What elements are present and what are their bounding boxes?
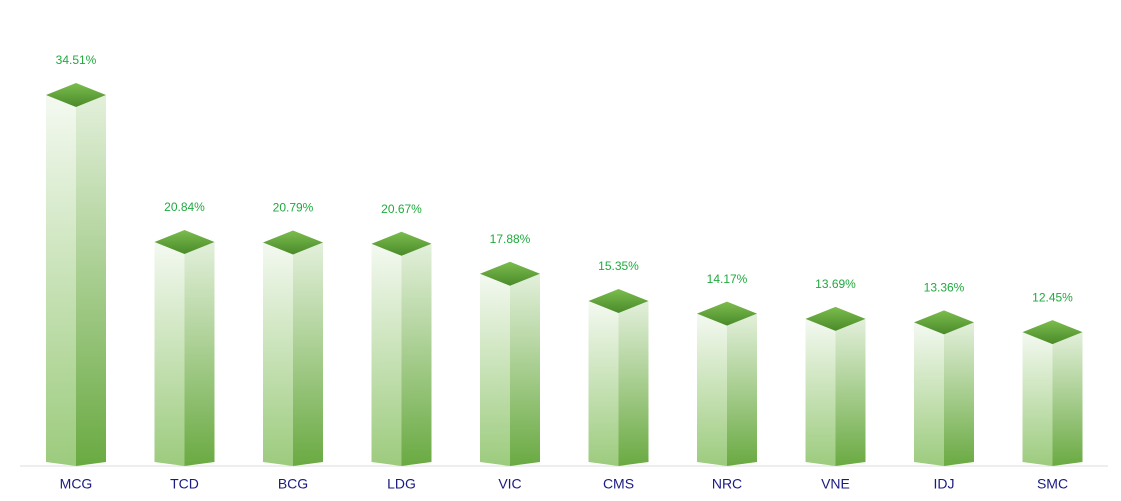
bar-right-face xyxy=(835,318,866,466)
value-label: 17.88% xyxy=(490,232,531,246)
bar xyxy=(46,83,106,466)
bar xyxy=(154,229,215,466)
value-label: 12.45% xyxy=(1032,290,1073,304)
value-label: 13.36% xyxy=(924,281,965,295)
x-tick-label: MCG xyxy=(60,476,93,492)
bar-right-face xyxy=(618,300,649,466)
bar-top xyxy=(263,230,323,255)
bar-left-face xyxy=(1022,332,1053,466)
x-tick-label: CMS xyxy=(603,476,634,492)
bar-top xyxy=(46,83,106,107)
bar xyxy=(371,231,432,466)
bar-top xyxy=(914,310,974,335)
bar-right-face xyxy=(510,273,540,466)
value-label: 20.79% xyxy=(273,201,314,215)
value-label: 20.67% xyxy=(381,202,422,216)
bar-top xyxy=(371,231,432,256)
x-tick-label: VIC xyxy=(498,476,521,492)
bar-right-face xyxy=(76,95,106,466)
value-label: 20.84% xyxy=(164,200,205,214)
x-tick-label: VNE xyxy=(821,476,850,492)
bar-top xyxy=(805,306,866,331)
value-label: 14.17% xyxy=(707,272,748,286)
bar-right-face xyxy=(293,242,323,466)
x-tick-label: SMC xyxy=(1037,476,1068,492)
bar-top xyxy=(154,229,215,254)
bar-top xyxy=(588,288,649,313)
x-tick-label: BCG xyxy=(278,476,308,492)
bar-left-face xyxy=(263,242,293,466)
value-label: 13.69% xyxy=(815,277,856,291)
value-label: 34.51% xyxy=(56,53,97,67)
bar xyxy=(1022,320,1083,466)
bar-right-face xyxy=(727,313,757,466)
bar-left-face xyxy=(914,322,944,466)
bar xyxy=(480,261,540,466)
bar xyxy=(588,288,649,466)
value-label: 15.35% xyxy=(598,259,639,273)
bar-top xyxy=(697,301,757,326)
x-tick-label: LDG xyxy=(387,476,416,492)
bar xyxy=(263,230,323,466)
bar-left-face xyxy=(697,313,727,466)
x-tick-label: TCD xyxy=(170,476,199,492)
bar-left-face xyxy=(371,243,402,466)
bar-right-face xyxy=(1052,332,1083,466)
bar-left-face xyxy=(46,95,76,466)
bar xyxy=(805,306,866,466)
bar-left-face xyxy=(480,273,510,466)
bar xyxy=(697,301,757,466)
x-tick-label: NRC xyxy=(712,476,742,492)
bar-top xyxy=(1022,320,1083,345)
bar-left-face xyxy=(588,300,619,466)
bar-left-face xyxy=(805,318,836,466)
bar-left-face xyxy=(154,241,185,466)
bar-right-face xyxy=(184,241,215,466)
bar-right-face xyxy=(401,243,432,466)
x-tick-label: IDJ xyxy=(934,476,955,492)
bar-top xyxy=(480,261,540,286)
bar-right-face xyxy=(944,322,974,466)
bar xyxy=(914,310,974,466)
